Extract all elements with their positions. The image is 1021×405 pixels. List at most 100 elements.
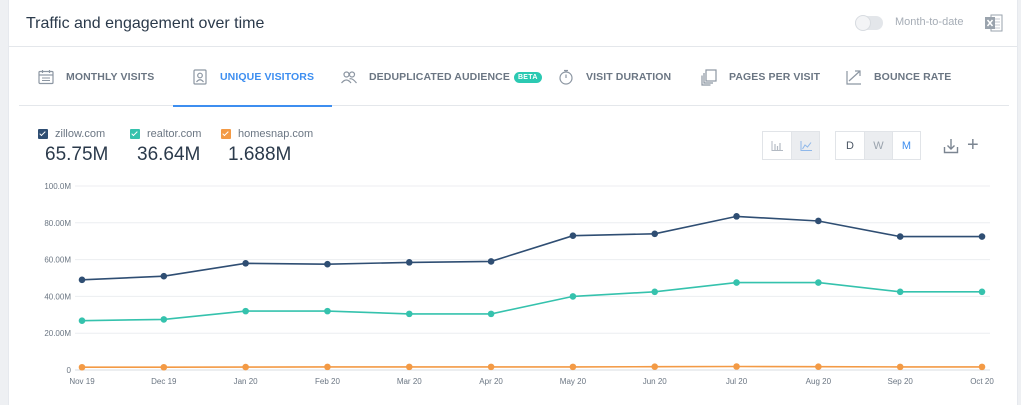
x-tick-label: Apr 20	[479, 377, 503, 386]
granularity-month-button[interactable]: M	[892, 132, 920, 159]
granularity-day-button[interactable]: D	[846, 139, 854, 152]
y-tick-label: 60.00M	[44, 256, 71, 265]
series-line	[81, 215, 982, 281]
tab-unique-visitors[interactable]: UNIQUE VISITORS	[173, 48, 333, 107]
legend-name: zillow.com	[55, 128, 106, 140]
month-to-date-toggle[interactable]	[855, 15, 883, 31]
data-point	[896, 288, 904, 296]
download-icon[interactable]	[942, 137, 960, 155]
data-point	[160, 272, 168, 280]
granularity-switch: D W M	[835, 131, 921, 160]
tab-label: DEDUPLICATED AUDIENCE	[369, 71, 510, 83]
tab-label: VISIT DURATION	[586, 71, 672, 83]
data-point	[978, 288, 986, 296]
data-point	[242, 259, 249, 267]
traffic-engagement-card: Traffic and engagement over time Month-t…	[8, 0, 1018, 405]
legend-checkbox[interactable]	[221, 129, 231, 139]
bar-chart-button[interactable]	[763, 132, 791, 159]
month-to-date-label: Month-to-date	[895, 16, 964, 28]
tab-monthly-visits[interactable]: MONTHLY VISITS	[37, 48, 154, 106]
legend-value: 1.688M	[228, 144, 292, 165]
tab-label: UNIQUE VISITORS	[220, 71, 315, 83]
users-icon	[341, 71, 357, 84]
x-tick-label: Feb 20	[315, 377, 340, 386]
legend-checkbox[interactable]	[130, 129, 140, 139]
series-line	[81, 281, 982, 322]
data-point	[569, 363, 577, 371]
data-point	[78, 317, 86, 324]
data-point	[978, 363, 986, 371]
tab-deduplicated-audience[interactable]: DEDUPLICATED AUDIENCE BETA	[340, 48, 542, 106]
series-line	[82, 365, 982, 368]
x-tick-label: Jun 20	[643, 377, 668, 386]
x-tick-label: Dec 19	[151, 377, 177, 386]
tab-label: MONTHLY VISITS	[66, 71, 155, 83]
data-point	[78, 363, 86, 371]
y-tick-label: 80.00M	[44, 219, 71, 228]
pages-icon	[701, 69, 717, 86]
data-point	[160, 363, 168, 371]
active-tab-underline	[173, 105, 333, 107]
tab-visit-duration[interactable]: VISIT DURATION	[557, 48, 671, 106]
data-point	[405, 310, 413, 318]
data-point	[242, 363, 249, 371]
x-tick-label: Jan 20	[234, 377, 259, 386]
data-point	[651, 230, 659, 238]
granularity-week-button[interactable]: W	[864, 132, 892, 159]
data-point	[487, 258, 495, 265]
legend-item-homesnap[interactable]: homesnap.com 1.688M	[221, 128, 313, 166]
tab-pages-per-visit[interactable]: PAGES PER VISIT	[700, 48, 820, 106]
data-point	[651, 288, 659, 296]
data-point	[487, 363, 495, 371]
line-chart-button[interactable]	[791, 132, 819, 159]
y-tick-label: 40.00M	[44, 292, 71, 301]
y-tick-label: 0	[67, 366, 72, 375]
legend-value: 65.75M	[45, 144, 109, 165]
data-point	[896, 233, 904, 240]
tab-label: BOUNCE RATE	[874, 71, 952, 83]
data-point	[815, 363, 822, 370]
calendar-icon	[38, 70, 54, 85]
data-point	[733, 363, 740, 370]
data-point	[569, 293, 577, 300]
stopwatch-icon	[559, 69, 573, 85]
data-point	[569, 232, 577, 239]
data-point	[651, 363, 659, 370]
bar-chart-icon	[771, 140, 783, 151]
data-point	[405, 363, 413, 371]
data-point	[405, 259, 413, 266]
x-tick-label: Mar 20	[397, 377, 422, 386]
x-tick-label: Oct 20	[970, 377, 994, 386]
toggle-knob	[855, 15, 871, 31]
add-comparison-icon[interactable]: +	[967, 134, 979, 156]
tab-bounce-rate[interactable]: BOUNCE RATE	[845, 48, 951, 106]
metric-tabs: MONTHLY VISITS UNIQUE VISITORS DEDUPLICA…	[19, 48, 1009, 107]
data-point	[896, 363, 904, 371]
x-tick-label: Sep 20	[888, 377, 914, 386]
user-badge-icon	[193, 69, 207, 85]
line-chart-icon	[800, 140, 812, 151]
legend-item-zillow[interactable]: zillow.com 65.75M	[38, 128, 108, 166]
card-header: Traffic and engagement over time Month-t…	[9, 0, 1017, 47]
legend-name: homesnap.com	[238, 128, 314, 140]
x-tick-label: Nov 19	[69, 377, 95, 386]
data-point	[978, 233, 986, 240]
legend-checkbox[interactable]	[38, 129, 48, 139]
legend-item-realtor[interactable]: realtor.com 36.64M	[130, 128, 201, 166]
data-point	[324, 363, 331, 371]
data-point	[815, 217, 822, 225]
chart-type-switch	[762, 131, 820, 160]
data-point	[324, 260, 331, 268]
y-tick-label: 100.0M	[44, 182, 71, 191]
y-tick-label: 20.00M	[44, 329, 71, 338]
data-point	[78, 276, 86, 284]
bounce-arrow-icon	[846, 70, 861, 85]
data-point	[324, 307, 331, 315]
data-point	[242, 307, 249, 315]
x-tick-label: May 20	[560, 377, 587, 386]
excel-export-icon[interactable]	[984, 13, 1004, 33]
data-point	[160, 316, 168, 323]
tab-label: PAGES PER VISIT	[729, 71, 821, 83]
data-point	[815, 279, 822, 286]
